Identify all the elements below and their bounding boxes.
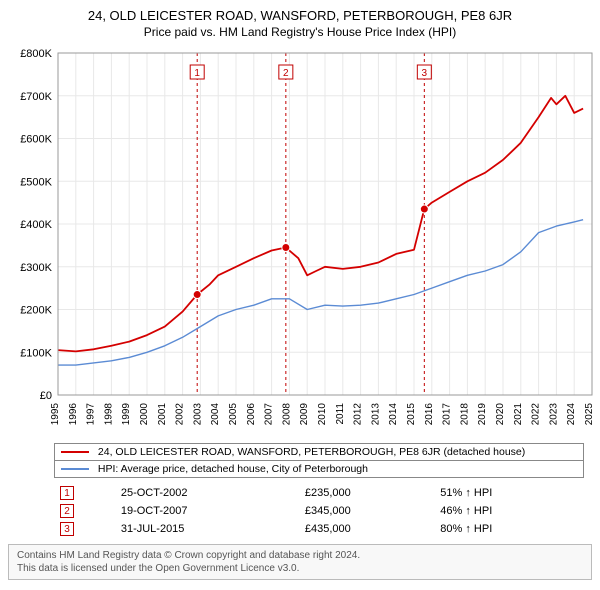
legend-label: 24, OLD LEICESTER ROAD, WANSFORD, PETERB… [98, 446, 525, 458]
sale-pct: 46% ↑ HPI [434, 502, 584, 520]
chart-title: 24, OLD LEICESTER ROAD, WANSFORD, PETERB… [4, 8, 596, 23]
svg-text:2012: 2012 [353, 403, 364, 426]
footer-line: Contains HM Land Registry data © Crown c… [17, 549, 583, 562]
svg-text:£600K: £600K [20, 134, 52, 146]
svg-text:1999: 1999 [121, 403, 132, 426]
svg-text:£400K: £400K [20, 219, 52, 231]
sale-marker-icon: 1 [60, 486, 74, 500]
svg-text:2008: 2008 [281, 403, 292, 426]
svg-text:1995: 1995 [50, 403, 61, 426]
sale-price: £345,000 [299, 502, 434, 520]
svg-text:2015: 2015 [406, 403, 417, 426]
svg-text:2016: 2016 [424, 403, 435, 426]
svg-text:2003: 2003 [192, 403, 203, 426]
sale-pct: 51% ↑ HPI [434, 484, 584, 502]
svg-text:£200K: £200K [20, 305, 52, 317]
sale-price: £235,000 [299, 484, 434, 502]
svg-text:2009: 2009 [299, 403, 310, 426]
svg-text:2024: 2024 [566, 403, 577, 426]
legend: 24, OLD LEICESTER ROAD, WANSFORD, PETERB… [54, 443, 584, 478]
svg-text:£100K: £100K [20, 347, 52, 359]
svg-text:2002: 2002 [175, 403, 186, 426]
chart-subtitle: Price paid vs. HM Land Registry's House … [4, 25, 596, 39]
svg-text:£700K: £700K [20, 91, 52, 103]
svg-text:2022: 2022 [531, 403, 542, 426]
footer-attribution: Contains HM Land Registry data © Crown c… [8, 544, 592, 580]
chart-plot-area: £0 £100K £200K £300K £400K £500K £600K £700K £80… [4, 47, 596, 437]
table-row: 3 31-JUL-2015 £435,000 80% ↑ HPI [54, 520, 584, 538]
svg-text:2020: 2020 [495, 403, 506, 426]
svg-text:£800K: £800K [20, 48, 52, 60]
svg-text:2004: 2004 [210, 403, 221, 426]
svg-text:1998: 1998 [103, 403, 114, 426]
legend-row: 24, OLD LEICESTER ROAD, WANSFORD, PETERB… [55, 444, 584, 461]
sale-marker-icon: 3 [60, 522, 74, 536]
svg-text:2006: 2006 [246, 403, 257, 426]
svg-text:2013: 2013 [370, 403, 381, 426]
svg-text:2007: 2007 [264, 403, 275, 426]
svg-text:2021: 2021 [513, 403, 524, 426]
legend-label: HPI: Average price, detached house, City… [98, 463, 368, 475]
svg-text:2023: 2023 [548, 403, 559, 426]
svg-text:2014: 2014 [388, 403, 399, 426]
svg-text:£300K: £300K [20, 262, 52, 274]
svg-text:2001: 2001 [157, 403, 168, 426]
footer-line: This data is licensed under the Open Gov… [17, 562, 583, 575]
legend-swatch [61, 468, 89, 470]
svg-text:2: 2 [283, 68, 289, 79]
svg-text:2010: 2010 [317, 403, 328, 426]
sale-marker-icon: 2 [60, 504, 74, 518]
sale-date: 19-OCT-2007 [115, 502, 299, 520]
legend-swatch [61, 451, 89, 453]
svg-text:2000: 2000 [139, 403, 150, 426]
svg-text:2005: 2005 [228, 403, 239, 426]
svg-text:2019: 2019 [477, 403, 488, 426]
legend-row: HPI: Average price, detached house, City… [55, 461, 584, 478]
svg-text:1997: 1997 [86, 403, 97, 426]
sale-pct: 80% ↑ HPI [434, 520, 584, 538]
sale-date: 25-OCT-2002 [115, 484, 299, 502]
sale-price: £435,000 [299, 520, 434, 538]
svg-text:2017: 2017 [442, 403, 453, 426]
svg-text:£0: £0 [40, 390, 52, 402]
sale-date: 31-JUL-2015 [115, 520, 299, 538]
svg-text:2025: 2025 [584, 403, 595, 426]
sales-table: 1 25-OCT-2002 £235,000 51% ↑ HPI 2 19-OC… [54, 484, 584, 538]
svg-text:1: 1 [194, 68, 200, 79]
table-row: 2 19-OCT-2007 £345,000 46% ↑ HPI [54, 502, 584, 520]
svg-text:2018: 2018 [459, 403, 470, 426]
chart-container: 24, OLD LEICESTER ROAD, WANSFORD, PETERB… [0, 0, 600, 584]
line-chart-svg: £0 £100K £200K £300K £400K £500K £600K £700K £80… [4, 47, 596, 437]
table-row: 1 25-OCT-2002 £235,000 51% ↑ HPI [54, 484, 584, 502]
svg-text:2011: 2011 [335, 403, 346, 425]
svg-text:1996: 1996 [68, 403, 79, 426]
svg-text:3: 3 [422, 68, 428, 79]
svg-text:£500K: £500K [20, 176, 52, 188]
